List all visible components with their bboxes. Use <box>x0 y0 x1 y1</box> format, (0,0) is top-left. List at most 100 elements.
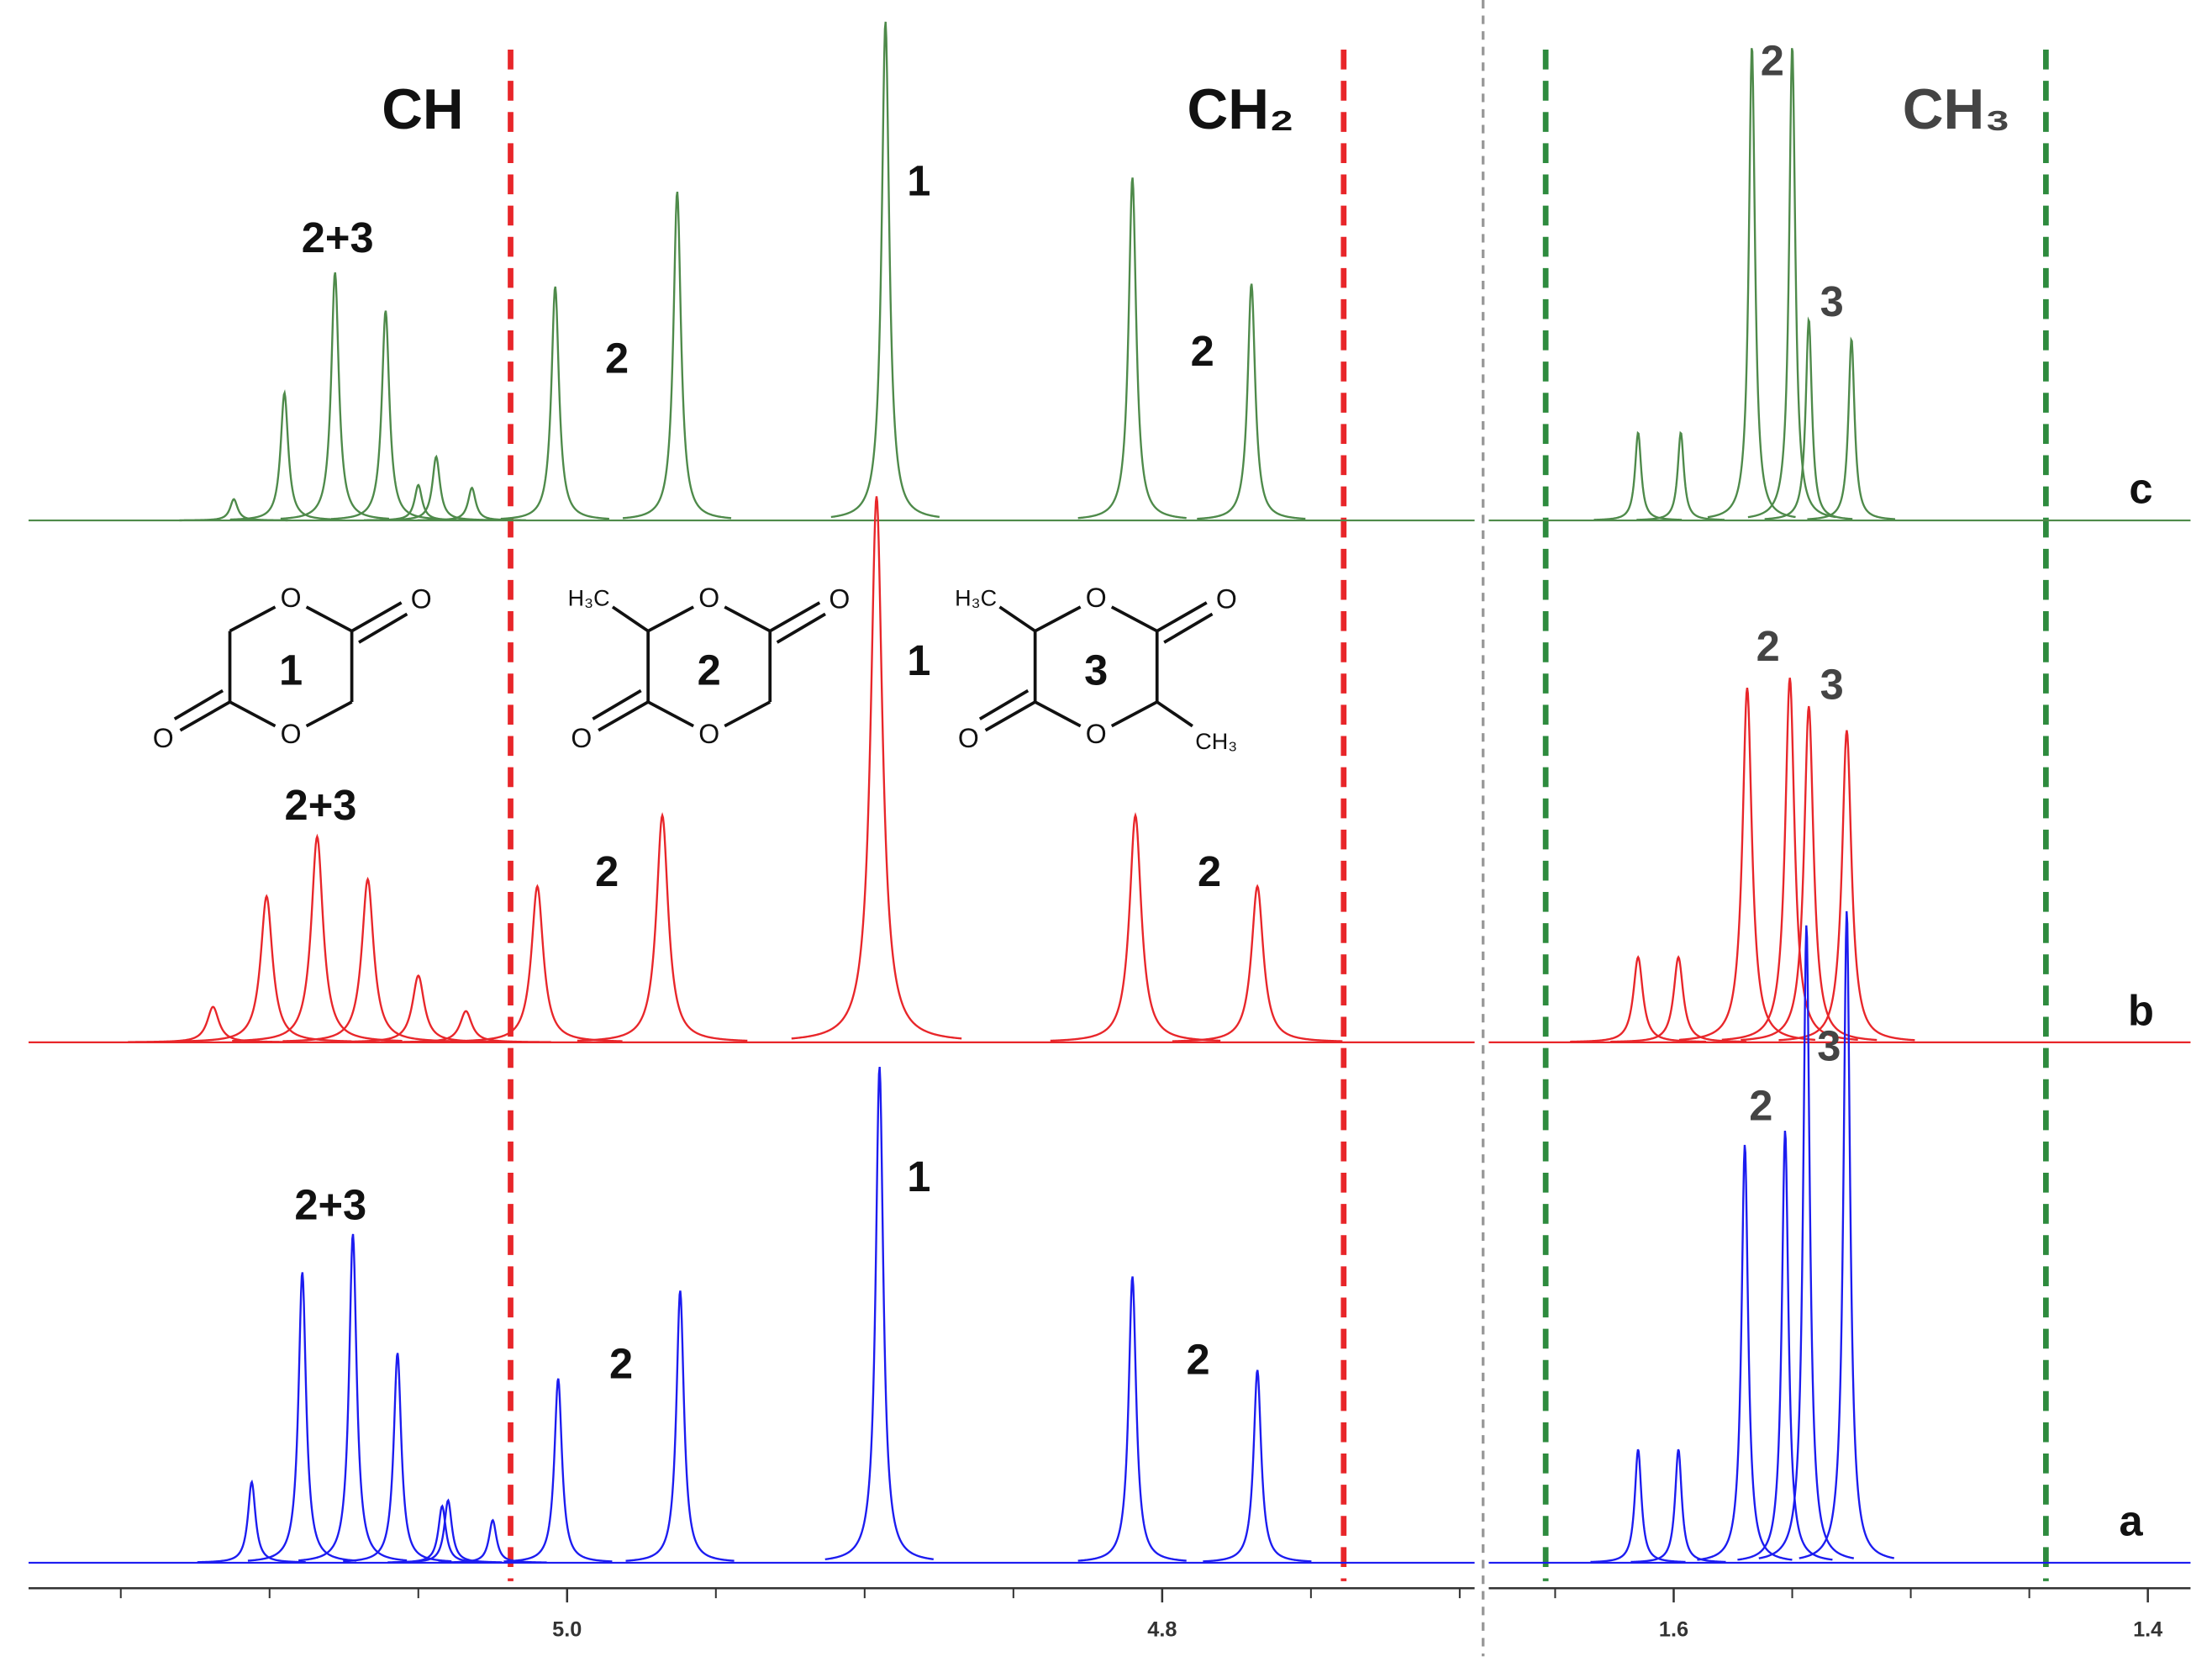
structure-label: O <box>281 719 302 749</box>
structure-label: O <box>829 584 850 615</box>
peak <box>128 1005 298 1043</box>
peak <box>417 486 526 521</box>
peak <box>1593 430 1683 521</box>
peak <box>280 272 389 520</box>
peak <box>1610 955 1747 1043</box>
peak <box>298 1233 408 1562</box>
bond <box>173 689 224 720</box>
peak <box>381 1010 551 1043</box>
peak <box>179 498 288 522</box>
peak <box>1203 1369 1312 1563</box>
bond <box>1156 601 1208 633</box>
peak <box>382 454 491 521</box>
peak <box>577 812 748 1042</box>
peak <box>1050 812 1221 1042</box>
structure: O O O O 2 H₃C <box>568 583 851 753</box>
peak <box>282 876 453 1042</box>
peak-annotation: 1 <box>907 1153 930 1200</box>
bond <box>1110 700 1158 728</box>
bond <box>647 605 694 633</box>
structure-label: O <box>281 583 302 613</box>
structure-label: O <box>571 723 592 753</box>
peak <box>181 894 352 1042</box>
peak <box>330 310 440 520</box>
bond <box>1163 612 1214 644</box>
bond <box>229 605 276 633</box>
peak <box>1737 1130 1833 1561</box>
peak <box>622 191 732 520</box>
structure-label: H₃C <box>955 586 997 611</box>
peak-annotation: 2 <box>1187 1335 1210 1383</box>
peak <box>1077 177 1187 520</box>
peak-annotation: 2+3 <box>302 214 374 261</box>
bond <box>229 700 276 728</box>
peak <box>438 1518 547 1564</box>
peak-annotation: 1 <box>907 157 930 205</box>
bond <box>978 689 1030 720</box>
peak-annotation: 2+3 <box>294 1181 366 1229</box>
x-tick-label: 4.8 <box>1147 1618 1177 1642</box>
bond <box>647 700 694 728</box>
spectrum-name: c <box>2129 465 2152 513</box>
peak <box>393 1498 503 1564</box>
structure-label: 1 <box>279 646 303 694</box>
peak <box>1697 1144 1793 1561</box>
structure-label: O <box>698 719 719 749</box>
peak <box>625 1290 735 1562</box>
bond <box>305 700 353 728</box>
peak-annotation: 2 <box>609 1339 633 1387</box>
structure: O O O O 3 H₃C CH₃ <box>955 583 1237 754</box>
peak <box>830 21 940 519</box>
peak-annotation: 2 <box>1749 1081 1772 1129</box>
structure-label: O <box>958 723 979 753</box>
bond <box>598 700 650 732</box>
bond <box>305 605 353 633</box>
region-label: CH₃ <box>1903 78 2011 141</box>
peak-annotation: 1 <box>907 636 930 684</box>
peak <box>1747 48 1836 519</box>
peak-annotation: 2 <box>1761 36 1784 84</box>
bond <box>724 605 772 633</box>
bond <box>350 601 403 633</box>
peak <box>1590 1448 1686 1564</box>
peak <box>1630 1448 1726 1564</box>
bond <box>998 605 1036 633</box>
peak <box>387 1504 497 1564</box>
bond <box>611 605 650 633</box>
structure-label: O <box>1086 583 1107 613</box>
spectrum-name: b <box>2128 986 2154 1034</box>
peak <box>1570 955 1707 1043</box>
peak <box>1799 910 1894 1559</box>
bond <box>769 601 821 633</box>
peak <box>1778 730 1915 1042</box>
peak <box>1807 336 1896 520</box>
peak-annotation: 2+3 <box>285 781 357 829</box>
bond <box>1034 605 1082 633</box>
peak <box>1197 283 1306 520</box>
peak-annotation: 2 <box>595 847 619 895</box>
structure-label: 2 <box>698 646 721 694</box>
structure-label: H₃C <box>568 586 610 611</box>
peak <box>1172 884 1343 1042</box>
bond <box>179 700 231 732</box>
peak <box>824 1066 934 1561</box>
peak-annotation: 3 <box>1817 1022 1841 1070</box>
peak <box>1721 678 1858 1042</box>
peak <box>343 1353 452 1563</box>
peak-annotation: 2 <box>1756 622 1780 670</box>
structure-label: O <box>153 723 174 753</box>
peak <box>503 1378 613 1563</box>
peak <box>500 286 609 520</box>
peak-annotation: 2 <box>605 335 629 383</box>
region-label: CH₂ <box>1188 78 1294 141</box>
bond <box>1110 605 1158 633</box>
bond <box>1156 700 1193 728</box>
bond <box>592 689 642 720</box>
structure-label: O <box>1086 719 1107 749</box>
structure-label: 3 <box>1084 646 1108 694</box>
region-label: CH <box>382 78 463 141</box>
peak <box>232 833 403 1042</box>
structure: O O O O 1 <box>153 583 432 753</box>
spectrum-name: a <box>2120 1497 2144 1545</box>
